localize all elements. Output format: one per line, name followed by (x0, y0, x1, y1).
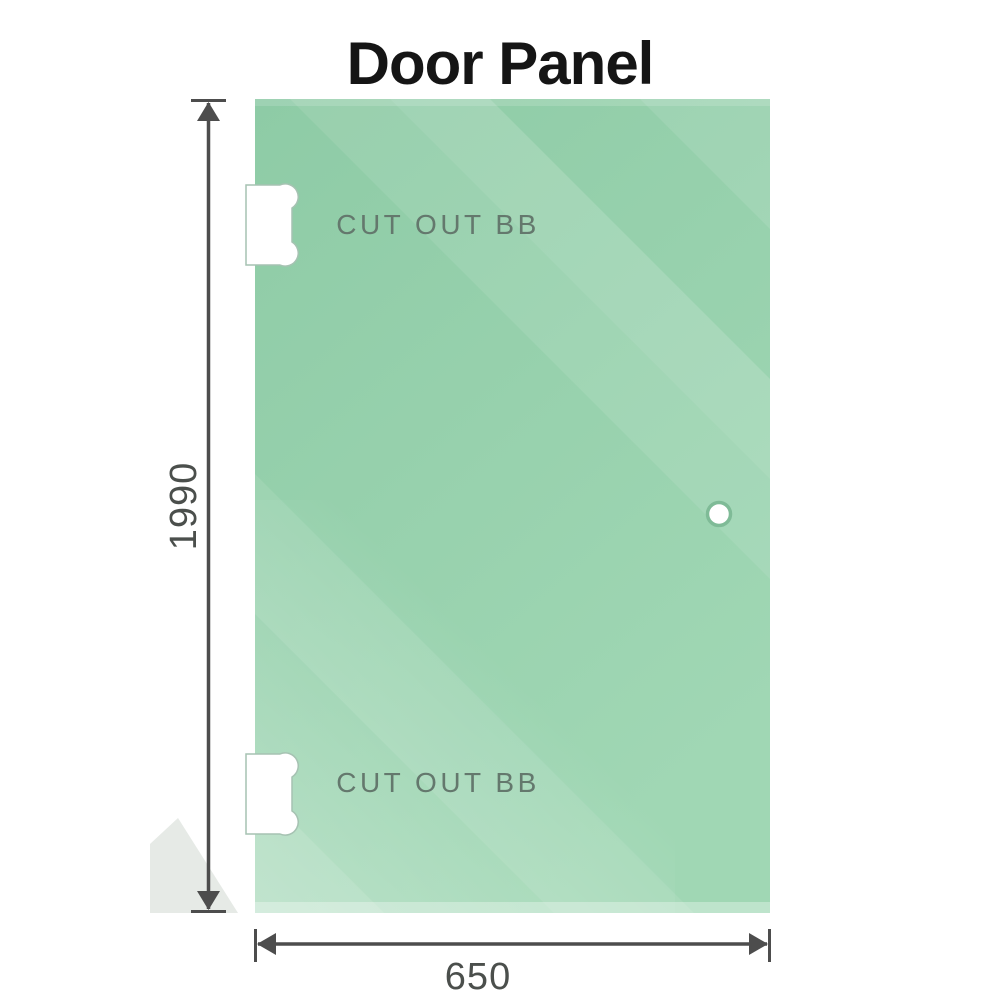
handle-hole (705, 500, 733, 528)
arrowhead-up-icon (197, 102, 220, 121)
cutout-label-top: CUT OUT BB (336, 209, 540, 240)
arrowhead-left-icon (257, 933, 276, 955)
cutout-label-bottom: CUT OUT BB (336, 767, 540, 798)
dimension-arrowheads (197, 102, 768, 955)
hinge-cutout-bottom (245, 752, 299, 836)
glass-bottom-bevel (255, 902, 770, 913)
glass-top-bevel (255, 99, 770, 106)
glass-stripe (390, 99, 770, 479)
hinge-cutout-top (245, 183, 299, 267)
glass-stripe (640, 99, 770, 229)
width-dimension-value: 650 (445, 956, 511, 998)
glass-panel (245, 99, 770, 913)
glass-reflection-stripes (255, 99, 770, 913)
arrowhead-down-icon (197, 891, 220, 910)
page-title: Door Panel (347, 30, 654, 97)
glass-stripe (290, 99, 770, 579)
background-watermark (150, 818, 238, 913)
dimension-lines (191, 99, 771, 962)
glass-corner-glow (255, 500, 675, 913)
height-dimension-value: 1990 (163, 462, 205, 551)
arrowhead-right-icon (749, 933, 768, 955)
